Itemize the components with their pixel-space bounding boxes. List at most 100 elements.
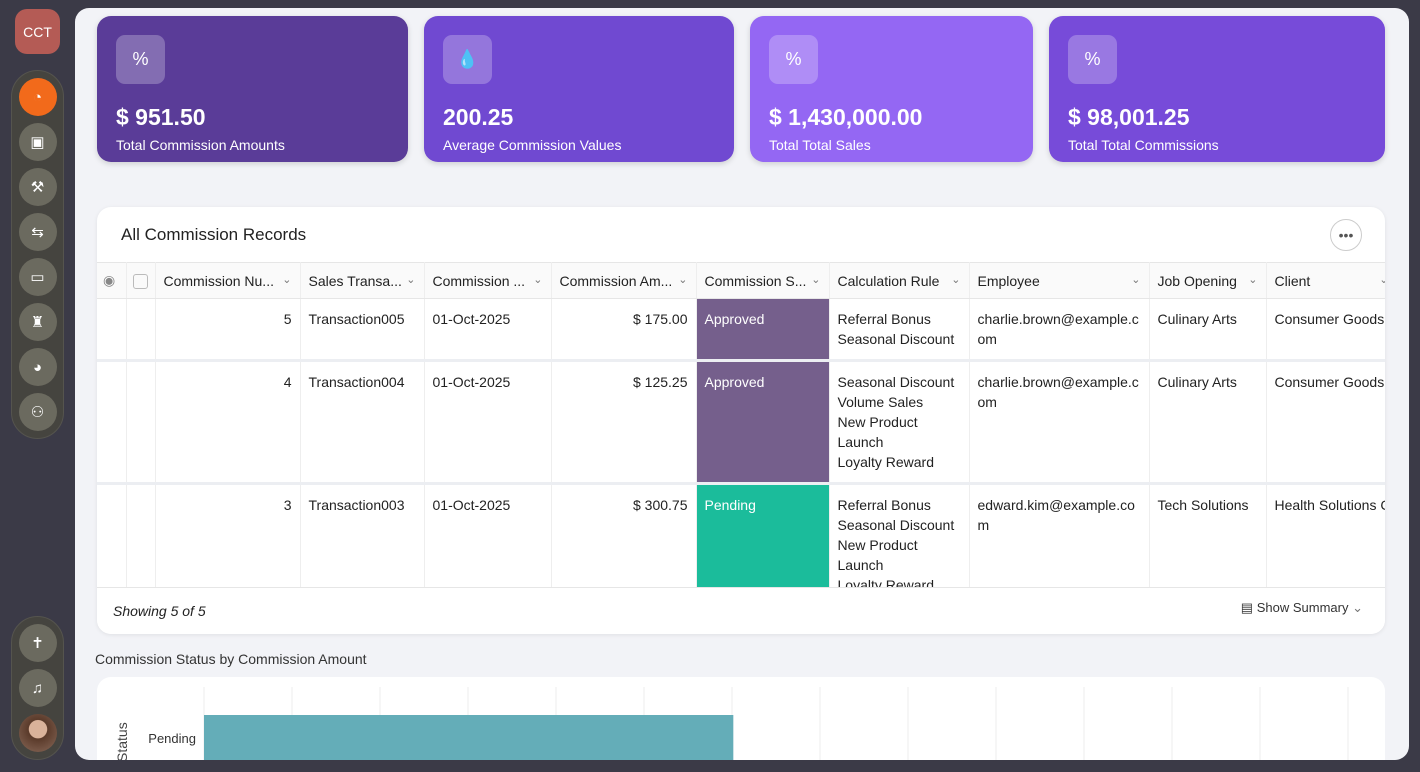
- app-logo[interactable]: CCT: [15, 9, 60, 54]
- dashboard-icon: ◔: [32, 88, 43, 106]
- column-label: Calculation Rule: [837, 272, 940, 289]
- kpi-label: Average Commission Values: [443, 137, 622, 153]
- drops-icon: 💧: [443, 35, 492, 84]
- column-header[interactable]: Job Opening ⌄: [1149, 262, 1267, 299]
- chevron-down-icon: ⌄: [1248, 273, 1258, 286]
- bar-pending[interactable]: [204, 715, 734, 760]
- column-label: Client: [1274, 272, 1311, 289]
- sidebar-item-users[interactable]: ⚇: [18, 393, 57, 431]
- column-label: Job Opening: [1157, 272, 1237, 289]
- calculation-rules: Referral Bonus Seasonal Discount: [829, 298, 970, 362]
- sidebar-item-monitor-chart[interactable]: ▭: [18, 258, 57, 296]
- column-label: Sales Transa...: [308, 272, 402, 289]
- column-header[interactable]: Client ⌄: [1266, 262, 1385, 299]
- chart-title: Commission Status by Commission Amount: [95, 651, 367, 667]
- column-label: Commission Nu...: [163, 272, 274, 289]
- column-header[interactable]: Employee ⌄: [969, 262, 1150, 299]
- bar-chart: Pending Status: [114, 687, 1349, 760]
- commission-amount: $ 175.00: [551, 298, 697, 362]
- row-select[interactable]: [126, 298, 156, 362]
- commission-date: 01-Oct-2025: [424, 360, 552, 485]
- users-icon: ⚇: [30, 404, 45, 421]
- kpi-card: % $ 98,001.25 Total Total Commissions: [1049, 16, 1385, 162]
- monitor-chart-icon: ▭: [30, 269, 45, 286]
- commission-amount: $ 125.25: [551, 360, 697, 485]
- commission-number: 4: [155, 360, 301, 485]
- table-row[interactable]: 4 Transaction004 01-Oct-2025 $ 125.25 Approv…: [97, 360, 1385, 485]
- gavel-icon: ⚒: [30, 179, 45, 196]
- calculation-rules: Seasonal Discount Volume Sales New Product…: [829, 360, 970, 485]
- sidebar-item-user-swap[interactable]: ⇆: [18, 213, 57, 251]
- column-label: Commission S...: [704, 272, 807, 289]
- column-header[interactable]: Calculation Rule ⌄: [829, 262, 970, 299]
- column-header[interactable]: Commission ... ⌄: [424, 262, 552, 299]
- chevron-down-icon: ⌄: [811, 273, 821, 286]
- kpi-label: Total Commission Amounts: [116, 137, 285, 153]
- visibility-icon[interactable]: ◉: [97, 262, 127, 299]
- category-label: Pending: [148, 731, 196, 746]
- employee: charlie.brown@example.com: [969, 298, 1150, 362]
- client: Consumer Goods Corp.: [1266, 360, 1385, 485]
- sidebar-item-clipboard[interactable]: ▣: [18, 123, 57, 161]
- main-panel: % $ 951.50 Total Commission Amounts 💧 200.25…: [75, 8, 1409, 760]
- column-label: Employee: [977, 272, 1040, 289]
- sidebar-bottom: ✝ ♫: [11, 616, 64, 760]
- chevron-down-icon: ⌄: [533, 273, 543, 286]
- table-title: All Commission Records: [121, 225, 307, 244]
- chevron-down-icon: ⌄: [1352, 600, 1363, 615]
- rule: Referral Bonus: [837, 311, 931, 327]
- column-header[interactable]: Commission S... ⌄: [696, 262, 830, 299]
- rule: Volume Sales: [837, 394, 924, 410]
- kpi-label: Total Total Sales: [769, 137, 871, 153]
- accessibility-button[interactable]: ✝: [18, 624, 57, 662]
- row-spacer: [97, 298, 127, 362]
- chevron-down-icon: ⌄: [678, 273, 688, 286]
- rule: Loyalty Reward: [837, 454, 935, 470]
- sidebar-item-gavel[interactable]: ⚒: [18, 168, 57, 206]
- sales-transaction: Transaction004: [300, 360, 425, 485]
- sales-transaction: Transaction005: [300, 298, 425, 362]
- status-badge: Approved: [696, 298, 830, 362]
- row-select[interactable]: [126, 360, 156, 485]
- chevron-down-icon: ⌄: [1131, 273, 1141, 286]
- column-header[interactable]: Commission Nu... ⌄: [155, 262, 301, 299]
- select-all-checkbox[interactable]: [126, 262, 156, 299]
- row-spacer: [97, 360, 127, 485]
- rule: New Product Launch: [837, 537, 918, 573]
- percent-icon: %: [1068, 35, 1117, 84]
- user-swap-icon: ⇆: [31, 224, 44, 241]
- sidebar-item-agent[interactable]: ♜: [18, 303, 57, 341]
- bell-button[interactable]: ♫: [18, 669, 57, 707]
- clipboard-icon: ▣: [30, 134, 45, 151]
- show-summary-button[interactable]: ▤ Show Summary ⌄: [1241, 600, 1363, 616]
- table-footer: Showing 5 of 5 ▤ Show Summary ⌄: [97, 587, 1385, 634]
- kpi-value: 200.25: [443, 104, 514, 130]
- user-clock-icon: ◕: [32, 358, 43, 376]
- agent-icon: ♜: [30, 314, 45, 331]
- more-options-button[interactable]: •••: [1330, 219, 1362, 251]
- chevron-down-icon: ⌄: [951, 273, 961, 286]
- rule: Referral Bonus: [837, 497, 931, 513]
- chevron-down-icon: ⌄: [282, 273, 292, 286]
- sidebar-item-user-clock[interactable]: ◕: [18, 348, 57, 386]
- kpi-card: 💧 200.25 Average Commission Values: [424, 16, 734, 162]
- chevron-down-icon: ⌄: [406, 273, 416, 286]
- job-opening: Culinary Arts: [1149, 360, 1267, 485]
- y-axis-label: Status: [114, 722, 130, 760]
- commission-number: 5: [155, 298, 301, 362]
- chevron-down-icon: ⌄: [1379, 273, 1385, 286]
- user-avatar[interactable]: [18, 714, 57, 752]
- sidebar-item-dashboard[interactable]: ◔: [18, 78, 57, 116]
- accessibility-icon: ✝: [31, 635, 44, 652]
- column-header[interactable]: Commission Am... ⌄: [551, 262, 697, 299]
- table-row[interactable]: 5 Transaction005 01-Oct-2025 $ 175.00 Approv…: [97, 298, 1385, 362]
- column-header[interactable]: Sales Transa... ⌄: [300, 262, 425, 299]
- rule: New Product Launch: [837, 414, 918, 450]
- kpi-value: $ 951.50: [116, 104, 206, 130]
- kpi-label: Total Total Commissions: [1068, 137, 1219, 153]
- column-label: Commission ...: [432, 272, 526, 289]
- status-badge: Approved: [696, 360, 830, 485]
- sidebar-nav: ◔ ▣ ⚒ ⇆ ▭ ♜ ◕ ⚇: [11, 70, 64, 439]
- column-label: Commission Am...: [559, 272, 673, 289]
- show-summary-label: Show Summary: [1256, 600, 1349, 615]
